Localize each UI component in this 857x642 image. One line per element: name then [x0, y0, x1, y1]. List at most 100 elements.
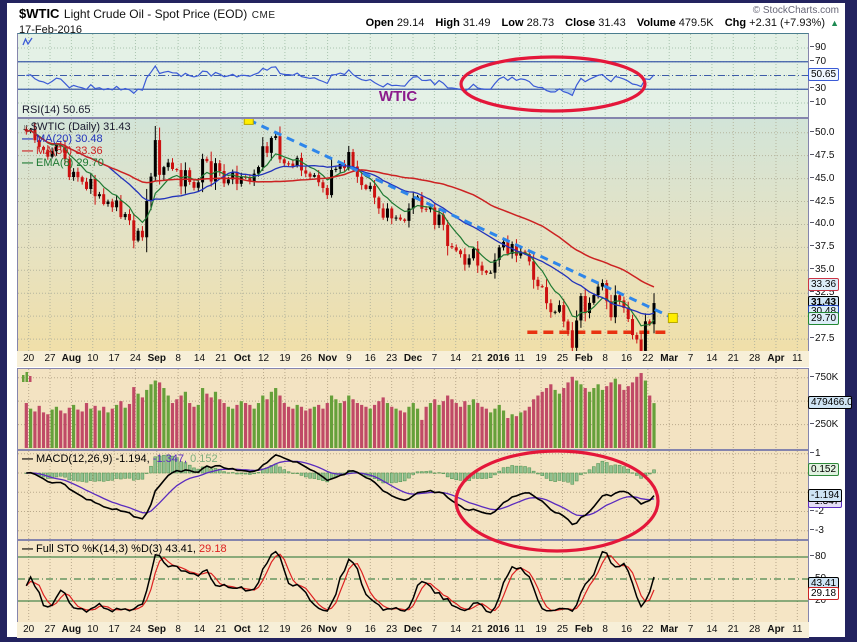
candlestick-icon: ↓↑ [22, 122, 29, 132]
wtic-annotation: WTIC [378, 88, 418, 105]
axis-value-flag: -1.194 [808, 488, 843, 502]
y-axis-label: 47.5 [810, 150, 834, 161]
date-tick-label: 8 [602, 624, 608, 635]
date-tick-label: 7 [687, 624, 694, 635]
y-axis-label: 80 [810, 551, 826, 562]
close-value: 31.43 [598, 17, 626, 29]
date-tick-label: 16 [364, 624, 376, 635]
date-tick-label: 8 [602, 353, 608, 364]
date-tick-label: 14 [706, 624, 718, 635]
date-tick-label: 24 [129, 353, 141, 364]
date-tick-label: 19 [535, 353, 547, 364]
instrument-name: Light Crude Oil - Spot Price (EOD) [63, 7, 248, 21]
close-label: Close [565, 17, 596, 29]
date-tick-label: Mar [660, 353, 679, 364]
chart-header: $WTIC Light Crude Oil - Spot Price (EOD)… [17, 3, 841, 36]
date-tick-label: 19 [279, 353, 291, 364]
open-label: Open [365, 17, 394, 29]
date-tick-label: 21 [727, 353, 739, 364]
date-tick-label: 16 [364, 353, 376, 364]
axis-value-flag: 33.36 [808, 278, 840, 292]
ohlc-readout: Open 29.14 High 31.49 Low 28.73 Close 31… [358, 17, 839, 29]
date-tick-label: 21 [471, 353, 483, 364]
date-tick-label: Feb [574, 624, 593, 635]
date-tick-label: 27 [44, 624, 56, 635]
date-tick-label: Oct [233, 353, 251, 364]
date-tick-label: Apr [767, 353, 785, 364]
date-tick-label: 28 [749, 353, 761, 364]
price-legend-main: $WTIC (Daily) 31.43 [31, 121, 131, 133]
stochastics-panel: — Full STO %K(14,3) %D(3) 43.41, 29.18 [17, 540, 809, 624]
date-tick-label: 22 [642, 353, 654, 364]
date-axis: 20 27 Aug 10 17 24 Sep 8 14 21 Oct 12 19 26 Nov 9 16 23 De… [17, 351, 809, 367]
date-tick-label: Mar [660, 624, 679, 635]
date-tick-label: 22 [642, 624, 654, 635]
date-tick-label: 11 [514, 353, 525, 364]
volume-bars-icon [22, 372, 32, 382]
date-tick-label: 19 [535, 624, 547, 635]
y-axis-label: 20 [810, 595, 826, 606]
axis-value-flag: -1.347 [808, 494, 843, 508]
macd-legend: — MACD(12,26,9) -1.194, -1.347, 0.152 [22, 453, 218, 465]
date-tick-label: 8 [175, 624, 181, 635]
date-tick-label: 17 [108, 624, 120, 635]
date-tick-label: Apr [767, 624, 785, 635]
date-tick-label: 20 [23, 353, 35, 364]
date-tick-label: 8 [175, 353, 181, 364]
volume-panel: Volume 479,466 [17, 368, 809, 450]
volume-value: 479.5K [678, 17, 714, 29]
date-tick-label: Nov [318, 353, 338, 364]
y-axis-label: 30 [810, 83, 826, 94]
line-swatch-icon: — [22, 453, 33, 465]
ma50-legend: MA(50) 33.36 [36, 145, 103, 157]
date-tick-label: 10 [87, 624, 99, 635]
y-axis-label: 50 [810, 573, 826, 584]
date-tick-label: 26 [300, 624, 312, 635]
volume-legend: Volume 479,466 [22, 371, 102, 449]
date-tick-label: 24 [129, 624, 141, 635]
date-tick-label: 21 [471, 624, 483, 635]
y-axis-label: 40.0 [810, 218, 834, 229]
sto-d-value: 29.18 [199, 543, 227, 555]
y-axis-label: -3 [810, 525, 824, 536]
date-tick-label: 14 [193, 353, 206, 364]
axis-value-flag: 29.70 [808, 311, 840, 325]
y-axis-label: 50.0 [810, 127, 834, 138]
ema8-legend: EMA(8) 29.70 [36, 157, 104, 169]
date-tick-label: 25 [556, 624, 569, 635]
ma50-swatch: — [22, 145, 33, 157]
ma20-swatch: — [22, 133, 33, 145]
date-axis-bottom: 20 27 Aug 10 17 24 Sep 8 14 21 Oct 12 19 26 Nov 9 16 23 De… [17, 622, 809, 638]
macd-signal-value: -1.347, [152, 453, 188, 465]
price-plot [18, 119, 808, 351]
open-value: 29.14 [396, 17, 425, 29]
high-value: 31.49 [462, 17, 491, 29]
copyright-link[interactable]: © StockCharts.com [752, 5, 839, 16]
date-tick-label: 2016 [487, 624, 510, 635]
exchange-label: CME [251, 10, 276, 21]
date-tick-label: Sep [147, 353, 166, 364]
y-axis-label: 37.5 [810, 241, 834, 252]
date-tick-label: 14 [193, 624, 206, 635]
line-swatch-icon: — [22, 543, 33, 555]
y-axis-label: 45.0 [810, 173, 834, 184]
date-tick-label: 7 [687, 353, 694, 364]
y-axis-label: 32.5 [810, 287, 834, 298]
ma20-legend: MA(20) 30.48 [36, 133, 103, 145]
ema8-swatch: — [22, 157, 33, 169]
date-tick-label: 26 [300, 353, 312, 364]
ticker-symbol: $WTIC [19, 6, 60, 21]
date-tick-label: 16 [620, 353, 633, 364]
indicator-icon [22, 37, 33, 46]
date-tick-label: 11 [514, 624, 525, 635]
rsi-panel: RSI(14) 50.65 WTIC [17, 33, 809, 118]
y-axis-label: 1 [810, 448, 821, 459]
date-tick-label: Nov [318, 624, 338, 635]
macd-legend-main: MACD(12,26,9) -1.194, [36, 453, 150, 465]
macd-panel: — MACD(12,26,9) -1.194, -1.347, 0.152 [17, 450, 809, 540]
date-tick-label: 20 [23, 624, 35, 635]
date-tick-label: Aug [61, 353, 82, 364]
date-tick-label: 23 [386, 624, 398, 635]
price-panel: ↓↑ $WTIC (Daily) 31.43 — MA(20) 30.48 — MA(… [17, 118, 809, 352]
y-axis-label: 35.0 [810, 264, 834, 275]
